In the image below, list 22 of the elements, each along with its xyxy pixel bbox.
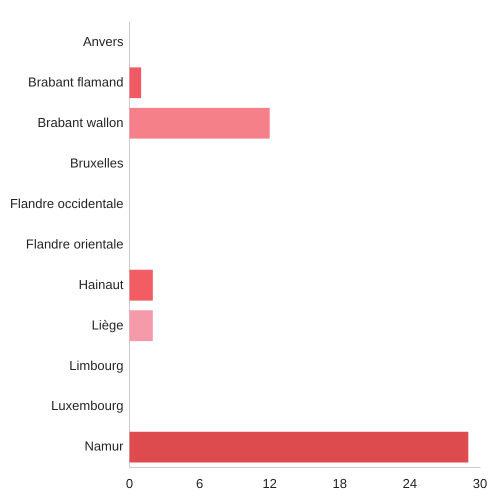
- y-tick-label: Limbourg: [69, 358, 124, 373]
- y-tick-label: Anvers: [82, 34, 124, 49]
- y-tick-label: Luxembourg: [51, 398, 124, 414]
- y-tick-label: Flandre occidentale: [10, 196, 124, 211]
- x-tick-label: 24: [402, 476, 418, 491]
- x-tick-label: 0: [126, 476, 134, 491]
- y-tick-label: Brabant wallon: [37, 114, 124, 130]
- y-tick-label: Flandre orientale: [26, 236, 124, 252]
- x-tick-label: 6: [196, 476, 204, 491]
- bar: [129, 432, 468, 463]
- y-tick-label: Bruxelles: [70, 155, 124, 170]
- bar: [129, 67, 142, 98]
- x-tick-label: 30: [472, 476, 488, 491]
- bar: [129, 108, 270, 139]
- bar: [129, 310, 153, 342]
- y-tick-label: Brabant flamand: [28, 74, 124, 90]
- bar: [129, 270, 153, 301]
- x-tick-label: 18: [332, 476, 348, 491]
- y-tick-label: Namur: [84, 438, 124, 454]
- x-tick-label: 12: [262, 476, 277, 491]
- y-tick-label: Liège: [92, 317, 124, 332]
- y-tick-label: Hainaut: [78, 276, 124, 292]
